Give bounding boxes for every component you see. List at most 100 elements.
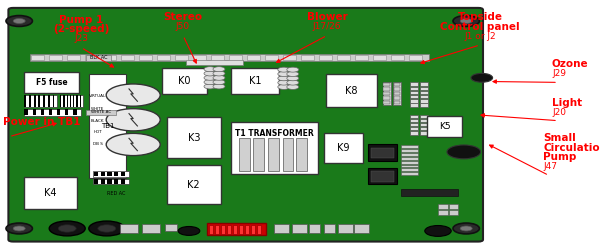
Bar — [121, 179, 125, 184]
Text: Ozone: Ozone — [552, 59, 589, 69]
Bar — [31, 55, 44, 60]
Bar — [394, 92, 400, 95]
Bar — [410, 87, 418, 90]
Bar — [107, 172, 112, 176]
Circle shape — [106, 109, 160, 131]
Bar — [420, 131, 428, 135]
Bar — [64, 95, 65, 107]
Bar — [101, 179, 105, 184]
Circle shape — [278, 67, 290, 72]
Bar — [60, 95, 83, 107]
Bar — [383, 92, 390, 95]
Bar — [410, 95, 418, 98]
Bar — [162, 68, 207, 94]
Circle shape — [204, 71, 216, 76]
Bar — [73, 109, 77, 115]
Bar — [410, 91, 418, 94]
Text: (2-speed): (2-speed) — [53, 24, 109, 34]
Bar — [209, 225, 213, 234]
Bar — [401, 189, 458, 196]
Text: K2: K2 — [187, 180, 200, 190]
Circle shape — [89, 221, 125, 236]
Bar — [193, 55, 206, 60]
Bar — [114, 172, 118, 176]
Bar — [410, 82, 418, 86]
Bar — [354, 224, 369, 233]
Bar — [301, 55, 314, 60]
Text: TB1: TB1 — [101, 123, 114, 129]
Bar — [401, 157, 418, 160]
Bar — [410, 99, 418, 103]
Bar — [373, 55, 386, 60]
Bar — [221, 225, 225, 234]
Bar — [49, 109, 52, 115]
Bar — [29, 95, 31, 107]
Bar — [24, 95, 57, 107]
Bar — [383, 82, 391, 105]
Bar — [247, 55, 260, 60]
Bar — [394, 87, 400, 91]
Circle shape — [287, 76, 299, 81]
Text: J29: J29 — [552, 69, 566, 78]
Bar — [24, 177, 77, 209]
Bar — [76, 95, 78, 107]
Bar — [338, 224, 353, 233]
Bar — [253, 138, 264, 171]
Bar — [70, 95, 71, 107]
Bar — [114, 179, 118, 184]
Bar — [86, 55, 111, 61]
Circle shape — [106, 84, 160, 106]
Bar — [401, 165, 418, 167]
Bar — [49, 55, 62, 60]
Bar — [239, 225, 243, 234]
Bar — [394, 96, 400, 100]
Circle shape — [13, 19, 25, 23]
Bar — [231, 122, 318, 174]
Circle shape — [213, 80, 225, 85]
Bar — [257, 225, 261, 234]
Text: Stereo: Stereo — [163, 12, 203, 22]
Bar — [30, 54, 429, 61]
Text: J50: J50 — [176, 22, 190, 31]
Bar — [292, 224, 307, 233]
Bar — [231, 68, 279, 94]
Circle shape — [213, 67, 225, 72]
Bar — [73, 95, 74, 107]
Bar — [319, 55, 332, 60]
Bar — [383, 96, 390, 100]
Bar — [368, 168, 397, 184]
Bar — [326, 74, 377, 107]
Bar — [383, 101, 390, 104]
Bar — [394, 101, 400, 104]
Bar — [410, 131, 418, 135]
Text: Power in TB1: Power in TB1 — [3, 117, 80, 127]
Bar — [265, 55, 278, 60]
Bar — [420, 87, 428, 90]
Bar — [48, 95, 50, 107]
Bar — [383, 87, 390, 91]
Text: J1 or J2: J1 or J2 — [464, 32, 496, 41]
Bar — [410, 103, 418, 107]
Circle shape — [13, 226, 25, 231]
Bar — [38, 95, 40, 107]
Text: Blower: Blower — [307, 12, 347, 22]
Text: Light: Light — [552, 98, 582, 107]
Circle shape — [204, 75, 216, 80]
Text: Topside: Topside — [458, 12, 503, 22]
Text: BLACK: BLACK — [91, 119, 104, 123]
Bar — [186, 60, 243, 65]
Bar — [401, 172, 418, 175]
Bar — [420, 115, 428, 118]
Bar — [401, 153, 418, 156]
Circle shape — [460, 226, 472, 231]
Bar — [43, 95, 45, 107]
Bar — [67, 55, 80, 60]
Bar — [245, 225, 249, 234]
Circle shape — [278, 84, 290, 89]
Text: K1: K1 — [249, 76, 261, 86]
Text: J23: J23 — [74, 34, 88, 43]
Bar — [167, 117, 221, 158]
Bar — [53, 95, 55, 107]
Bar — [393, 82, 401, 105]
Text: WHITE AC: WHITE AC — [91, 110, 111, 114]
